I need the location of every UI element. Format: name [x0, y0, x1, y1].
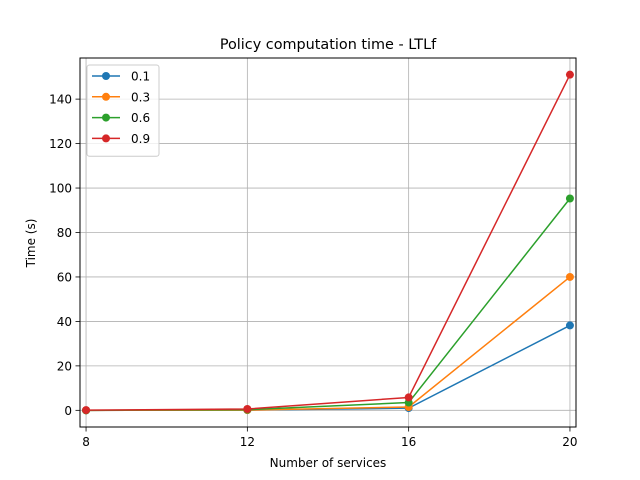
- legend-marker: [102, 72, 110, 80]
- legend-marker: [102, 113, 110, 122]
- legend-label: 0.3: [131, 90, 150, 104]
- grid: [80, 58, 576, 427]
- series-line: [86, 74, 571, 411]
- legend-label: 0.9: [131, 132, 150, 146]
- x-axis: 8 12 16 20: [82, 427, 578, 449]
- y-tick-label: 100: [49, 182, 72, 196]
- legend-item: 0.3: [92, 90, 150, 104]
- y-tick-label: 60: [57, 270, 72, 284]
- legend-item: 0.1: [92, 70, 150, 84]
- y-tick-label: 80: [57, 226, 72, 240]
- data-point: [565, 70, 574, 79]
- data-point: [243, 404, 252, 413]
- legend-label: 0.6: [131, 111, 150, 125]
- y-axis: 0 20 40 60 80 100 120 140: [49, 93, 80, 418]
- legend: 0.1 0.3 0.6 0.9: [86, 64, 160, 157]
- series-0.9: [82, 70, 574, 415]
- legend-marker: [102, 92, 110, 101]
- data-point: [565, 194, 574, 203]
- y-tick-label: 20: [57, 359, 72, 373]
- legend-marker: [102, 134, 110, 143]
- y-axis-title: Time (s): [24, 219, 38, 269]
- x-tick-label: 20: [562, 435, 577, 449]
- x-tick-label: 16: [401, 435, 416, 449]
- data-point: [565, 321, 574, 330]
- data-point: [565, 272, 574, 281]
- plot-area-frame: [79, 57, 577, 428]
- legend-label: 0.1: [131, 70, 150, 84]
- chart-title: Policy computation time - LTLf: [220, 37, 437, 53]
- y-tick-label: 0: [64, 404, 72, 418]
- x-tick-label: 8: [82, 435, 90, 449]
- y-tick-label: 40: [57, 315, 72, 329]
- x-tick-label: 12: [240, 435, 255, 449]
- legend-frame: [86, 64, 160, 157]
- data-point: [404, 393, 413, 402]
- x-axis-title: Number of services: [270, 456, 387, 470]
- y-tick-label: 140: [49, 93, 72, 107]
- legend-item: 0.9: [92, 132, 150, 146]
- plot-series: [82, 70, 574, 415]
- data-point: [82, 406, 91, 415]
- legend-item: 0.6: [92, 111, 150, 125]
- y-tick-label: 120: [49, 137, 72, 151]
